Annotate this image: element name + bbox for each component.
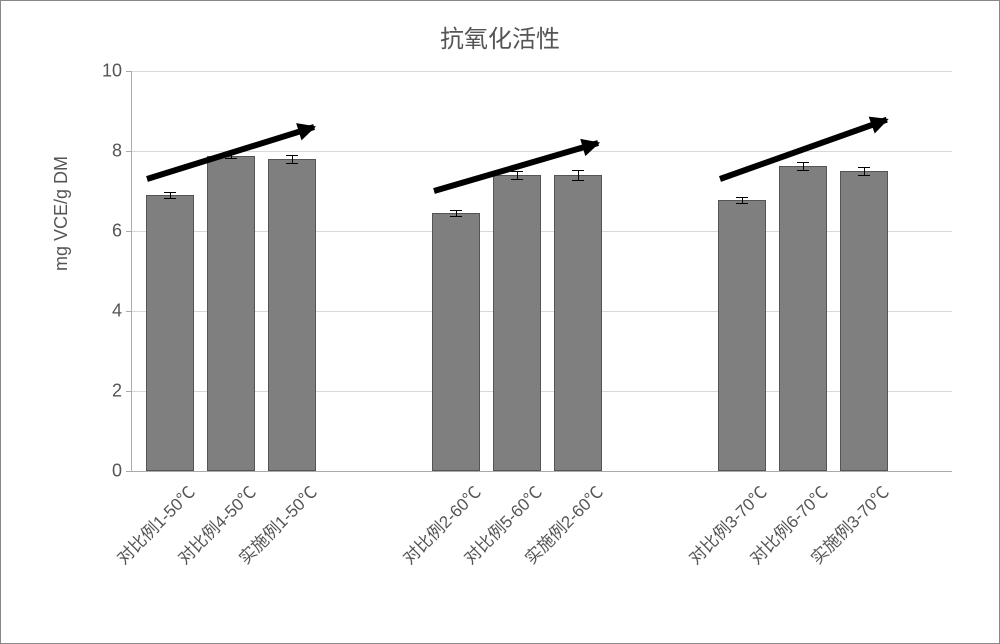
gridline	[132, 71, 952, 72]
error-cap	[572, 170, 584, 171]
error-cap	[450, 210, 462, 211]
error-bar	[578, 170, 579, 180]
ytick-mark	[126, 71, 132, 72]
bar	[146, 195, 194, 471]
ytick-label: 2	[112, 381, 122, 402]
ytick-mark	[126, 231, 132, 232]
ytick-label: 8	[112, 141, 122, 162]
error-bar	[803, 162, 804, 170]
bar	[207, 156, 255, 471]
bar	[432, 213, 480, 471]
error-cap	[450, 216, 462, 217]
ytick-mark	[126, 151, 132, 152]
plot-area: 0246810对比例1-50℃对比例4-50℃实施例1-50℃对比例2-60℃对…	[131, 71, 952, 472]
bar	[779, 166, 827, 471]
bar	[554, 175, 602, 471]
ytick-label: 4	[112, 301, 122, 322]
bar	[493, 175, 541, 471]
gridline	[132, 391, 952, 392]
error-cap	[797, 162, 809, 163]
ytick-label: 6	[112, 221, 122, 242]
error-bar	[517, 171, 518, 179]
bar	[268, 159, 316, 471]
gridline	[132, 311, 952, 312]
chart-title: 抗氧化活性	[1, 1, 999, 54]
error-cap	[225, 158, 237, 159]
gridline	[132, 151, 952, 152]
error-cap	[797, 170, 809, 171]
error-cap	[572, 180, 584, 181]
y-axis-label: mg VCE/g DM	[51, 156, 72, 271]
bar	[840, 171, 888, 471]
ytick-mark	[126, 391, 132, 392]
error-cap	[858, 175, 870, 176]
bar	[718, 200, 766, 471]
error-cap	[164, 192, 176, 193]
ytick-mark	[126, 311, 132, 312]
error-cap	[164, 198, 176, 199]
ytick-label: 10	[102, 61, 122, 82]
error-cap	[511, 179, 523, 180]
error-cap	[286, 155, 298, 156]
chart-container: 抗氧化活性 mg VCE/g DM 0246810对比例1-50℃对比例4-50…	[0, 0, 1000, 644]
error-bar	[864, 167, 865, 175]
ytick-mark	[126, 471, 132, 472]
error-cap	[858, 167, 870, 168]
gridline	[132, 231, 952, 232]
error-cap	[736, 203, 748, 204]
error-cap	[286, 163, 298, 164]
error-cap	[511, 171, 523, 172]
error-cap	[736, 197, 748, 198]
ytick-label: 0	[112, 461, 122, 482]
error-bar	[292, 155, 293, 163]
